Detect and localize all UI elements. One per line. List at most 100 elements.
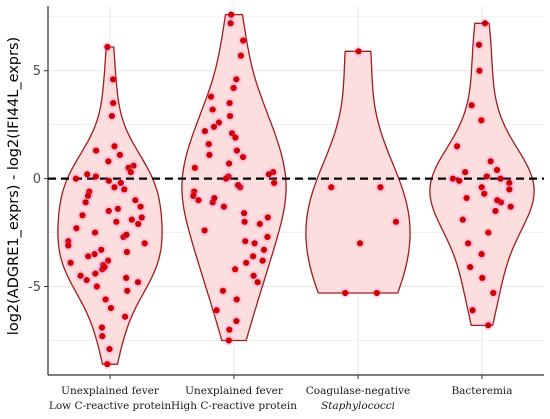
data-point xyxy=(101,264,108,271)
data-point xyxy=(226,326,233,333)
data-point xyxy=(201,128,209,135)
data-point xyxy=(225,160,233,167)
data-point xyxy=(73,225,80,232)
data-point xyxy=(105,177,112,184)
data-point xyxy=(228,130,236,137)
data-point xyxy=(251,240,258,247)
data-point xyxy=(259,257,266,264)
data-point xyxy=(206,151,213,158)
x-tick-label: Bacteremia xyxy=(451,385,512,397)
data-point xyxy=(481,20,489,27)
data-point xyxy=(469,307,476,314)
data-point xyxy=(111,143,118,150)
data-point xyxy=(265,171,272,178)
data-point xyxy=(109,76,117,83)
y-tick-label: -5 xyxy=(28,280,41,295)
data-point xyxy=(220,203,228,210)
data-point xyxy=(67,259,74,266)
data-point xyxy=(494,197,501,204)
data-point xyxy=(260,246,268,253)
data-point xyxy=(91,229,99,236)
data-point xyxy=(117,179,124,187)
data-point xyxy=(239,153,247,161)
data-point xyxy=(465,240,472,247)
data-point xyxy=(106,346,113,353)
data-point xyxy=(137,203,144,210)
data-point xyxy=(113,218,120,225)
data-point xyxy=(98,324,106,331)
data-point xyxy=(478,117,485,124)
data-point xyxy=(123,231,130,238)
data-point xyxy=(507,203,514,210)
y-tick-label: 0 xyxy=(33,172,41,187)
data-point xyxy=(497,175,504,182)
data-point xyxy=(475,41,483,48)
data-point xyxy=(264,214,271,221)
data-point xyxy=(141,240,148,247)
x-tick-label: Low C-reactive protein xyxy=(49,400,171,412)
x-tick-label: Unexplained fever xyxy=(61,385,160,397)
data-point xyxy=(107,305,115,312)
data-point xyxy=(222,175,230,182)
data-point xyxy=(478,251,485,258)
data-point xyxy=(242,238,249,245)
data-point xyxy=(123,248,131,256)
data-point xyxy=(83,276,90,284)
data-point xyxy=(195,197,202,204)
data-point xyxy=(476,67,483,74)
data-point xyxy=(205,141,212,148)
data-point xyxy=(93,283,100,290)
data-point xyxy=(233,317,240,325)
data-point xyxy=(481,190,488,197)
data-point xyxy=(237,52,245,59)
data-point xyxy=(108,112,116,120)
data-point xyxy=(105,207,112,215)
data-point xyxy=(92,270,99,277)
data-point xyxy=(478,184,485,191)
data-point xyxy=(209,106,216,113)
data-point xyxy=(230,84,237,92)
data-point xyxy=(110,100,117,107)
data-point xyxy=(493,166,501,174)
data-point xyxy=(123,274,130,281)
x-tick-label: Coagulase-negative xyxy=(306,385,411,397)
data-points xyxy=(63,9,516,370)
data-point xyxy=(392,218,400,225)
data-point xyxy=(79,212,86,219)
data-point xyxy=(250,272,257,279)
data-point xyxy=(135,220,142,228)
data-point xyxy=(219,287,227,294)
data-point xyxy=(127,169,134,176)
data-point xyxy=(102,296,109,303)
data-point xyxy=(114,205,121,212)
data-point xyxy=(190,192,197,199)
data-point xyxy=(82,199,89,206)
data-point xyxy=(91,251,98,258)
data-point xyxy=(138,214,145,221)
data-point xyxy=(215,119,223,126)
data-point xyxy=(191,164,198,171)
data-point xyxy=(227,20,234,27)
data-point xyxy=(105,158,112,165)
data-point xyxy=(256,220,263,228)
x-tick-label: High C-reactive protein xyxy=(171,400,297,412)
data-point xyxy=(84,171,91,178)
data-point xyxy=(463,194,470,202)
data-point xyxy=(483,173,490,180)
data-point xyxy=(356,240,364,247)
data-point xyxy=(124,287,131,294)
data-point xyxy=(132,197,139,204)
data-point xyxy=(121,313,129,320)
x-tick-label: Staphylococci xyxy=(321,400,395,412)
data-point xyxy=(85,253,92,260)
data-point xyxy=(104,361,111,368)
data-point xyxy=(65,242,72,249)
data-point xyxy=(92,173,100,180)
data-point xyxy=(243,259,250,266)
data-point xyxy=(98,246,105,253)
data-point xyxy=(342,289,349,297)
data-point xyxy=(233,296,240,303)
data-point xyxy=(134,279,142,286)
data-point xyxy=(479,274,486,281)
data-point xyxy=(99,333,106,340)
